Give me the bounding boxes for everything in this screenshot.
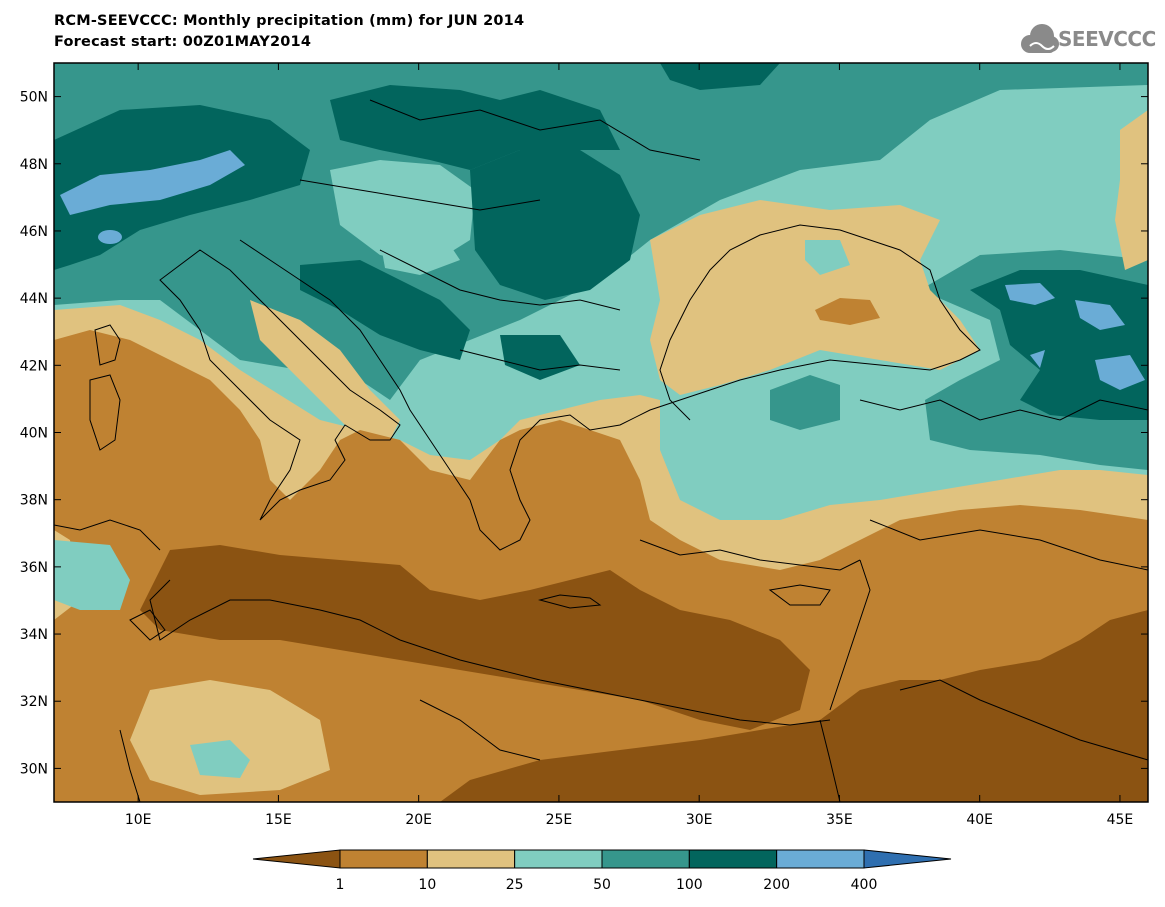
colorbar-label: 10 [418,877,436,893]
logo-text: SEEVCCC [1058,27,1156,51]
lat-tick-label: 36N [20,560,48,576]
field-italy-25 [250,300,400,440]
field-tunisia-50 [54,540,130,610]
field-blacksea-10 [815,298,880,325]
colorbar-swatch [601,849,690,869]
colorbar-label: 100 [676,877,703,893]
field-libya-25 [130,680,330,795]
lat-tick-label: 42N [20,358,48,374]
lat-tick-label: 32N [20,694,48,710]
field-caucasus-400b [1075,300,1125,330]
lon-tick-label: 45E [1107,812,1134,828]
colorbar-swatch [426,849,516,869]
field-crimea-50 [805,240,850,275]
lon-tick-label: 25E [546,812,573,828]
field-libya-50 [190,740,250,778]
lat-tick-label: 38N [20,493,48,509]
field-poland-200 [660,63,780,90]
lat-axis: 30N 32N 34N 36N 38N 40N 42N 44N 46N 48N 50N [20,90,1148,777]
colorbar-label: 25 [506,877,524,893]
field-anatolia-100 [770,375,840,430]
lat-tick-label: 40N [20,426,48,442]
lat-tick-label: 44N [20,291,48,307]
lon-tick-label: 35E [826,812,853,828]
lon-axis: 10E 15E 20E 25E 30E 35E 40E 45E [125,63,1133,828]
field-south-1 [440,610,1148,802]
lat-tick-label: 48N [20,157,48,173]
colorbar-label: 200 [763,877,790,893]
field-balkan-200 [300,260,470,360]
field-bulgaria-200 [500,335,580,380]
colorbar-label: 400 [851,877,878,893]
lon-tick-label: 15E [265,812,292,828]
field-carpathian-200 [470,150,640,300]
colorbar-label: 50 [593,877,611,893]
field-caucasus-400c [1095,355,1145,390]
field-russia-25 [1115,110,1148,270]
lat-tick-label: 50N [20,90,48,106]
field-north-200 [330,85,620,170]
lat-tick-label: 30N [20,761,48,777]
colorbar-swatch [339,849,428,869]
field-caucasus-400d [1030,350,1045,368]
lon-tick-label: 40E [966,812,993,828]
colorbar: 1 10 25 50 100 200 400 [252,849,952,893]
colorbar-swatch [514,849,603,869]
colorbar-max-triangle [863,849,952,869]
colorbar-swatch [776,849,865,869]
precip-fields [54,63,1148,802]
colorbar-min-triangle [252,849,341,869]
lat-tick-label: 46N [20,224,48,240]
field-main-10 [54,330,1148,802]
field-alps2-400 [98,230,122,244]
field-med-1 [140,545,810,730]
lon-tick-label: 10E [125,812,152,828]
lon-tick-label: 30E [686,812,713,828]
lat-tick-label: 34N [20,627,48,643]
field-alps-400 [60,150,245,215]
forecast-start: Forecast start: 00Z01MAY2014 [54,34,312,50]
cloud-logo-icon [1021,24,1059,53]
field-central-50 [380,230,460,275]
field-caucasus-400a [1005,283,1055,305]
coastlines [54,99,1148,802]
colorbar-swatch [688,849,778,869]
map-title: RCM-SEEVCCC: Monthly precipitation (mm) … [54,13,525,29]
lon-tick-label: 20E [405,812,432,828]
colorbar-label: 1 [336,877,345,893]
